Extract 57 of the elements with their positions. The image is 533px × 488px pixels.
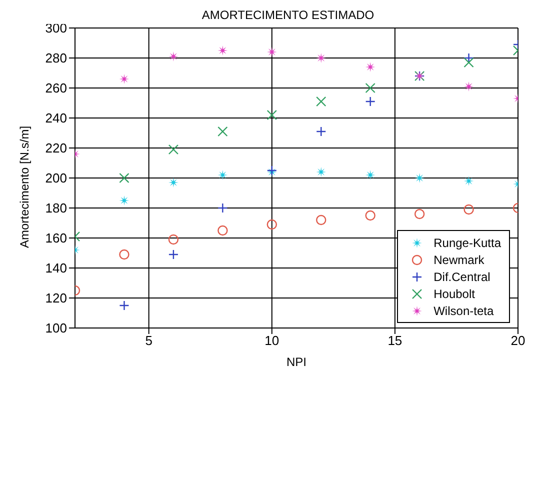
x-tick-label: 10 [264, 333, 280, 348]
point [168, 178, 178, 188]
point [266, 47, 277, 57]
point [365, 210, 376, 221]
point [119, 74, 130, 84]
point [168, 249, 179, 260]
point [218, 225, 228, 236]
point [365, 170, 376, 180]
point [316, 53, 326, 63]
legend-label: Newmark [434, 252, 484, 266]
point [316, 214, 326, 226]
point [316, 96, 326, 107]
x-tick-label: 5 [145, 333, 152, 348]
point [218, 126, 228, 137]
point [218, 46, 228, 56]
point [365, 62, 376, 72]
y-tick-label: 280 [45, 50, 67, 66]
x-axis-title: NPI [286, 355, 307, 369]
point [464, 57, 474, 68]
x-tick-label: 20 [510, 333, 526, 348]
point [119, 300, 130, 311]
legend-label: Houbolt [434, 286, 475, 300]
point [218, 170, 228, 180]
y-tick-label: 220 [45, 140, 67, 156]
legend-label: Runge-Kutta [434, 236, 501, 250]
y-tick-label: 100 [45, 320, 67, 336]
point [365, 82, 376, 94]
y-tick-label: 120 [45, 290, 67, 306]
y-tick-label: 240 [45, 110, 67, 126]
y-tick-label: 180 [45, 200, 67, 216]
point [464, 82, 474, 92]
point [316, 167, 326, 177]
y-tick-label: 160 [45, 230, 67, 246]
point [168, 52, 178, 62]
y-axis-title: Amortecimento [N.s/m] [17, 126, 32, 248]
point [119, 196, 130, 206]
point [218, 202, 228, 214]
point [316, 126, 326, 137]
point [266, 219, 277, 230]
point [464, 204, 474, 215]
y-tick-label: 200 [45, 170, 67, 186]
point [168, 144, 179, 155]
point [266, 110, 277, 120]
point [414, 173, 425, 183]
y-tick-label: 260 [45, 80, 67, 96]
point [119, 172, 130, 184]
point [464, 176, 474, 186]
point [365, 96, 376, 107]
legend-label: Wilson-teta [434, 304, 494, 318]
chart-title: AMORTECIMENTO ESTIMADO [202, 8, 374, 22]
point [119, 249, 130, 260]
point [168, 234, 179, 245]
x-tick-label: 15 [388, 333, 402, 348]
point [414, 208, 425, 220]
legend-label: Dif.Central [434, 270, 490, 284]
y-tick-label: 140 [45, 260, 67, 276]
point [464, 52, 474, 64]
